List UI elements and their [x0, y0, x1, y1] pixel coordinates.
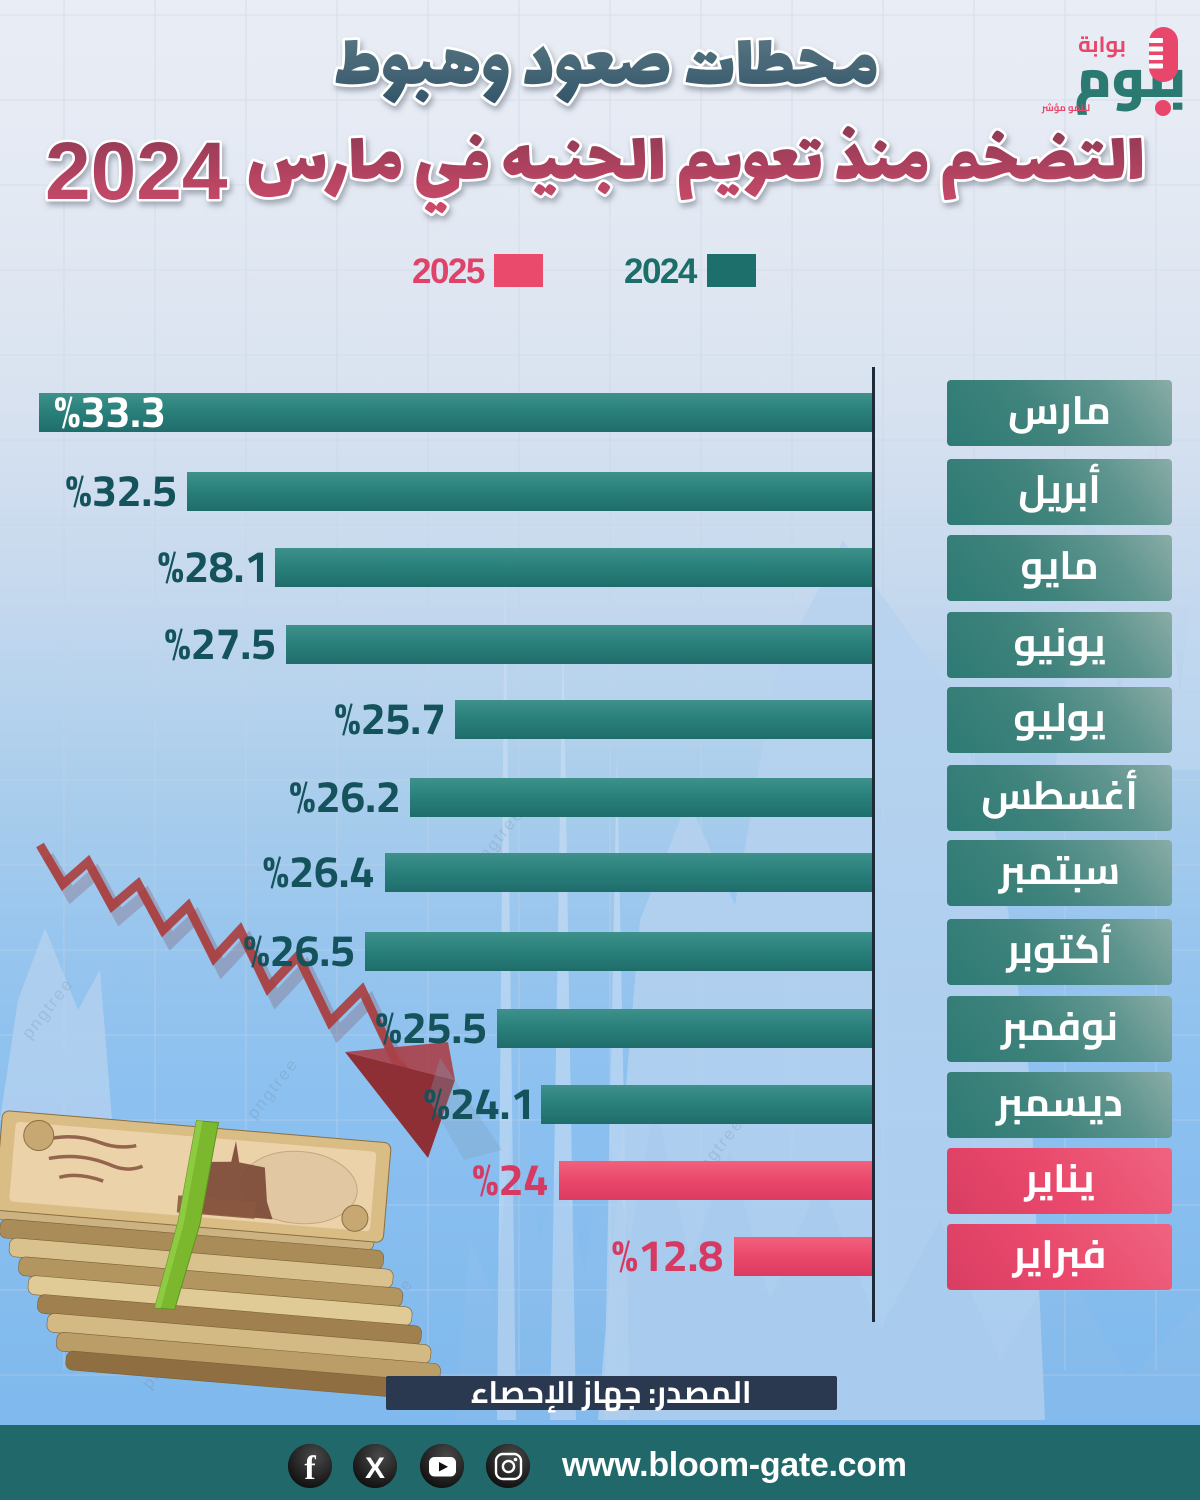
svg-text:2024: 2024 — [45, 126, 228, 217]
svg-text:X: X — [365, 1452, 385, 1485]
svg-text:f: f — [304, 1450, 316, 1487]
